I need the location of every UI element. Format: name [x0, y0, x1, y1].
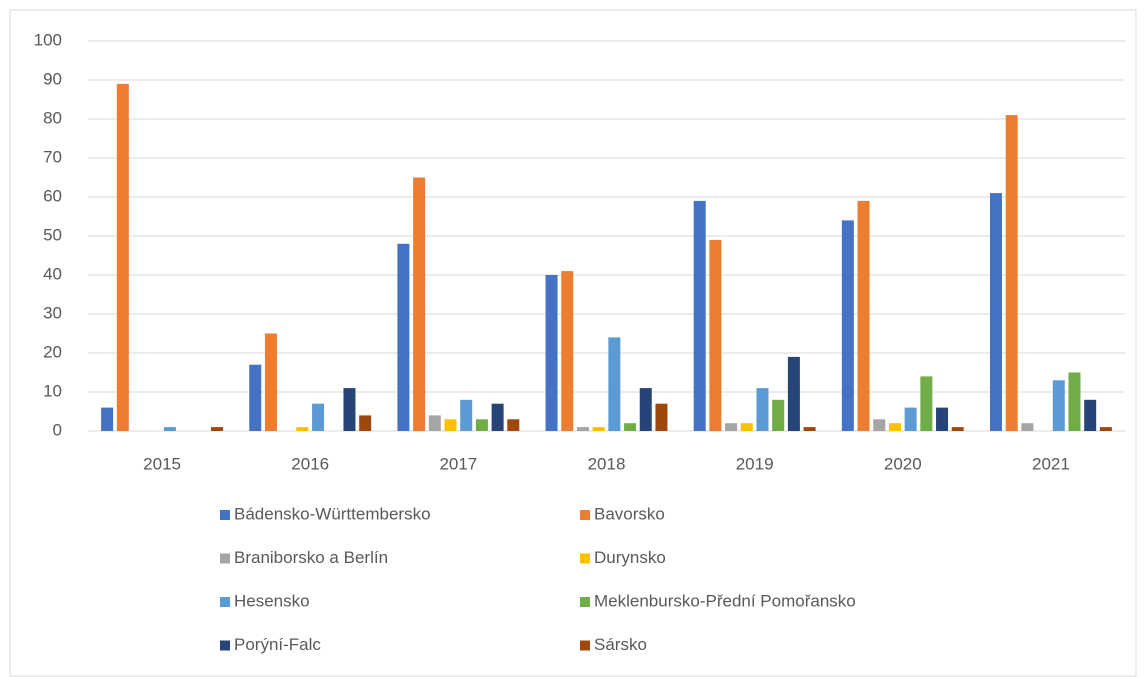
- legend-label: Bádensko-Württembersko: [234, 504, 431, 523]
- bar: [397, 243, 410, 431]
- bar: [507, 419, 520, 431]
- y-tick-label: 70: [43, 147, 62, 166]
- legend-label: Durynsko: [594, 548, 666, 567]
- bar: [772, 399, 785, 431]
- x-tick-label: 2019: [736, 454, 774, 473]
- legend-label: Meklenbursko-Přední Pomořansko: [594, 591, 856, 610]
- bar: [624, 423, 637, 431]
- bar: [460, 399, 473, 431]
- bar: [1068, 372, 1081, 431]
- bar: [428, 415, 441, 431]
- y-tick-label: 60: [43, 186, 62, 205]
- bar: [873, 419, 886, 431]
- bar: [904, 407, 917, 431]
- bar: [857, 200, 870, 431]
- bar: [608, 337, 621, 431]
- y-tick-label: 80: [43, 108, 62, 127]
- bar: [592, 427, 605, 431]
- bar: [1052, 380, 1065, 431]
- bar: [740, 423, 753, 431]
- bar: [936, 407, 949, 431]
- bar: [475, 419, 488, 431]
- x-tick-label: 2020: [884, 454, 922, 473]
- bar: [413, 177, 426, 431]
- bar: [116, 83, 129, 432]
- bar: [951, 427, 964, 431]
- bar: [888, 423, 901, 431]
- y-tick-label: 30: [43, 303, 62, 322]
- legend-swatch: [580, 510, 590, 520]
- bar: [639, 388, 652, 431]
- bar: [491, 403, 504, 431]
- legend-swatch: [580, 640, 590, 651]
- bar: [576, 427, 589, 431]
- x-tick-label: 2016: [291, 454, 329, 473]
- x-tick-label: 2021: [1032, 454, 1070, 473]
- legend-swatch: [220, 640, 230, 651]
- bar: [163, 427, 176, 431]
- bar: [249, 364, 262, 431]
- x-tick-label: 2018: [588, 454, 626, 473]
- legend-label: Braniborsko a Berlín: [234, 548, 388, 567]
- x-tick-label: 2015: [143, 454, 181, 473]
- legend-label: Hesensko: [234, 591, 310, 610]
- y-tick-label: 40: [43, 264, 62, 283]
- legend-swatch: [220, 597, 230, 607]
- bar: [1021, 423, 1034, 431]
- bar: [561, 271, 574, 431]
- legend-label: Bavorsko: [594, 504, 665, 523]
- bar: [803, 427, 816, 431]
- x-tick-label: 2017: [439, 454, 477, 473]
- y-tick-label: 0: [53, 420, 62, 439]
- bar: [444, 419, 457, 431]
- legend-swatch: [220, 553, 230, 564]
- bar: [312, 403, 325, 431]
- bar: [787, 356, 800, 431]
- bar: [1099, 427, 1112, 431]
- bar: [343, 388, 356, 431]
- bar: [709, 239, 722, 431]
- bar: [756, 388, 769, 431]
- bar: [211, 427, 224, 431]
- bar: [359, 415, 372, 431]
- y-tick-label: 10: [43, 381, 62, 400]
- bar: [1084, 399, 1097, 431]
- y-tick-label: 100: [34, 30, 62, 49]
- legend-swatch: [580, 553, 590, 564]
- legend-swatch: [580, 597, 590, 607]
- bar: [920, 376, 933, 431]
- y-tick-label: 50: [43, 225, 62, 244]
- legend-swatch: [220, 510, 230, 520]
- bar: [1005, 115, 1018, 431]
- bar: [725, 423, 738, 431]
- bar: [264, 333, 277, 431]
- bar: [693, 200, 706, 431]
- y-tick-label: 90: [43, 69, 62, 88]
- y-tick-label: 20: [43, 342, 62, 361]
- bar: [296, 427, 309, 431]
- bar: [655, 403, 668, 431]
- legend-label: Sársko: [594, 635, 647, 654]
- bar: [101, 407, 114, 431]
- bar: [841, 220, 854, 431]
- legend-label: Porýní-Falc: [234, 635, 321, 654]
- bar: [989, 193, 1002, 431]
- bar: [545, 275, 558, 431]
